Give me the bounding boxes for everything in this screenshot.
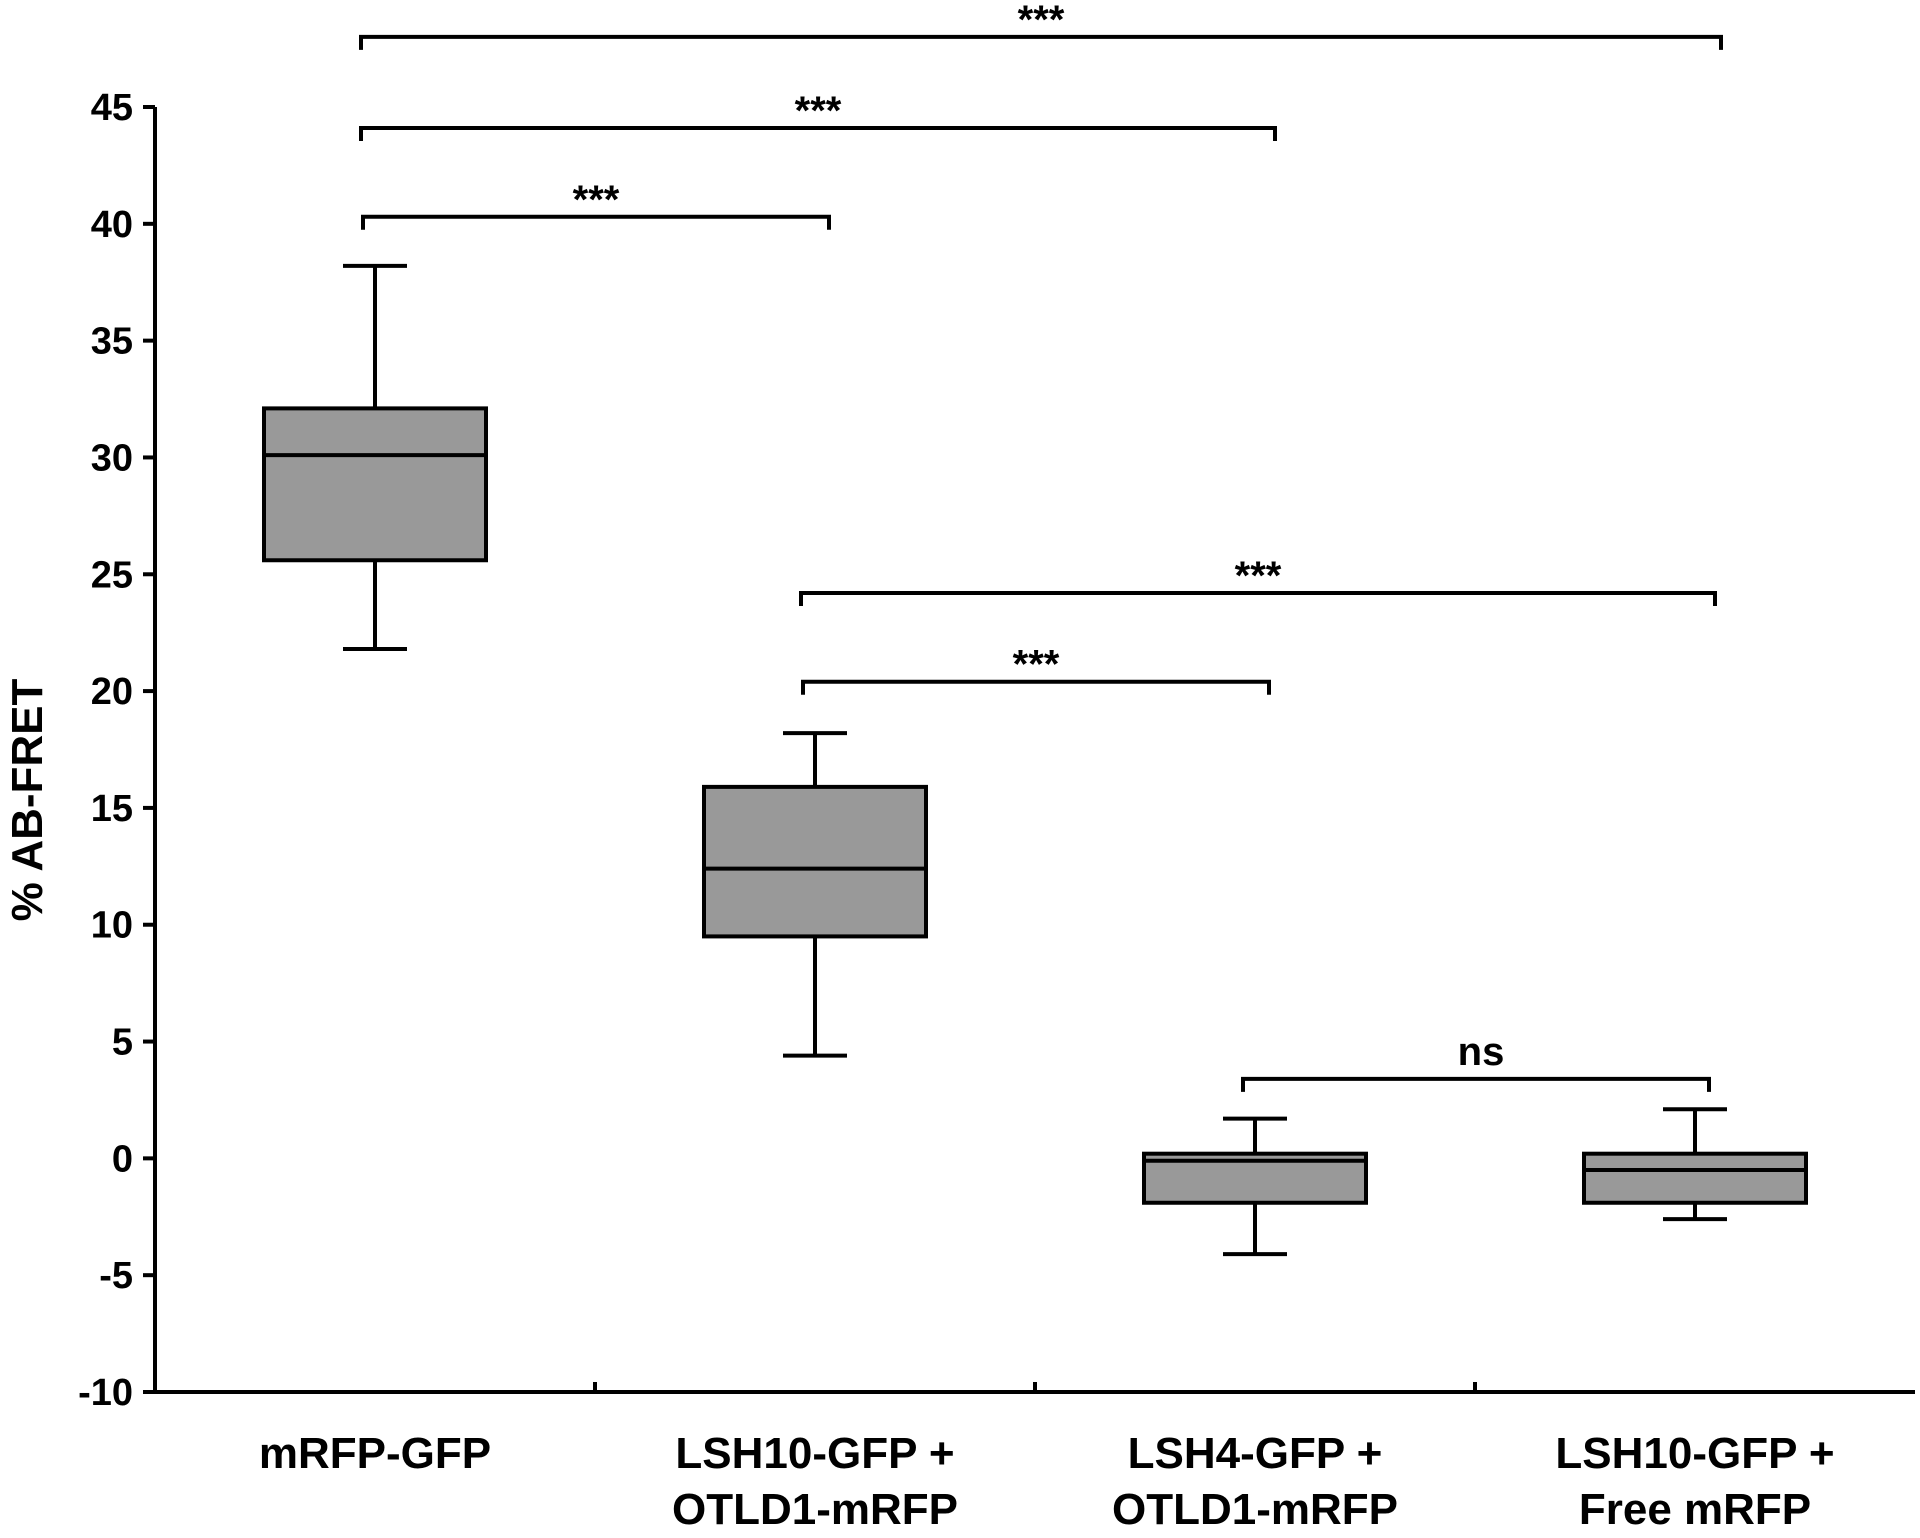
y-axis-ticks: -10 -5 0 5 10 15 20 25 30 35 40 45 (78, 87, 155, 1414)
box-3 (1142, 1116, 1368, 1257)
x-category-label-line: LSH10-GFP + (1555, 1429, 1834, 1478)
y-tick-label: 15 (91, 788, 133, 830)
bracket-line (1241, 1076, 1711, 1092)
y-tick-label: 20 (91, 671, 133, 713)
y-axis-title: % AB-FRET (3, 678, 52, 921)
boxes (262, 263, 1808, 1257)
significance-label-ns: ns (1458, 1030, 1505, 1074)
interquartile-box (1582, 1151, 1808, 1205)
significance-label-stars: *** (573, 178, 620, 222)
bracket-line (801, 679, 1271, 695)
y-tick-label: 5 (112, 1022, 133, 1064)
y-tick-label: -5 (99, 1255, 133, 1297)
x-category-label: mRFP-GFP (259, 1429, 491, 1478)
y-tick-label: 40 (91, 204, 133, 246)
significance-label-stars: *** (795, 89, 842, 133)
bracket-line (361, 214, 831, 230)
box-4 (1582, 1107, 1808, 1222)
significance-bracket: ns (1241, 1030, 1711, 1092)
y-tick-label: 0 (112, 1138, 133, 1180)
box-1 (262, 263, 488, 652)
y-tick-label: -10 (78, 1372, 133, 1414)
x-axis-category-labels: mRFP-GFP LSH10-GFP + OTLD1-mRFP LSH4-GFP + O… (259, 1382, 1835, 1534)
significance-label-stars: *** (1018, 0, 1065, 42)
x-category-label-line: LSH4-GFP + (1128, 1429, 1383, 1478)
significance-label-stars: *** (1013, 643, 1060, 687)
x-category-label-line: mRFP-GFP (259, 1429, 491, 1478)
interquartile-box (262, 406, 488, 563)
x-category-label: LSH4-GFP + OTLD1-mRFP (1112, 1429, 1398, 1534)
y-tick-label: 25 (91, 554, 133, 596)
x-category-label-line: OTLD1-mRFP (1112, 1485, 1398, 1534)
significance-bracket: *** (359, 0, 1723, 50)
y-tick-label: 35 (91, 321, 133, 363)
significance-bracket: *** (799, 554, 1717, 606)
y-tick-label: 45 (91, 87, 133, 129)
significance-bracket: *** (801, 643, 1271, 695)
x-category-label-line: Free mRFP (1579, 1485, 1811, 1534)
x-category-label-line: OTLD1-mRFP (672, 1485, 958, 1534)
significance-label-stars: *** (1235, 554, 1282, 598)
significance-bracket: *** (361, 178, 831, 230)
significance-brackets: *** *** *** *** *** ns (359, 0, 1723, 1092)
y-tick-label: 10 (91, 905, 133, 947)
interquartile-box (702, 784, 928, 939)
x-category-label: LSH10-GFP + OTLD1-mRFP (672, 1429, 958, 1534)
significance-bracket: *** (359, 89, 1277, 142)
box-2 (702, 731, 928, 1058)
bracket-line (359, 34, 1723, 50)
bracket-line (359, 126, 1277, 142)
x-category-label: LSH10-GFP + Free mRFP (1555, 1429, 1834, 1534)
y-tick-label: 30 (91, 437, 133, 479)
x-category-label-line: LSH10-GFP + (675, 1429, 954, 1478)
bracket-line (799, 590, 1717, 606)
